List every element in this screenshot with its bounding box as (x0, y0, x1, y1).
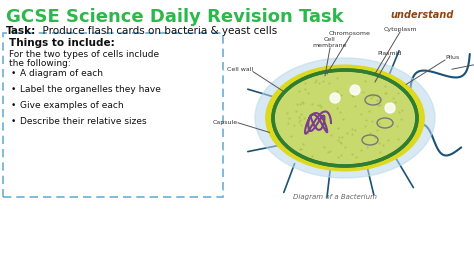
Circle shape (350, 85, 360, 95)
Text: Plasmid: Plasmid (378, 51, 402, 56)
Text: •: • (11, 101, 17, 110)
Text: •: • (11, 117, 17, 126)
FancyBboxPatch shape (3, 33, 223, 197)
Text: understand: understand (390, 10, 453, 20)
Ellipse shape (275, 71, 415, 165)
Text: Chromosome: Chromosome (329, 31, 371, 36)
Text: Diagram of a Bacterium: Diagram of a Bacterium (293, 194, 377, 200)
Circle shape (330, 93, 340, 103)
Text: •: • (11, 85, 17, 94)
Text: Describe their relative sizes: Describe their relative sizes (20, 117, 146, 126)
Text: Cell wall: Cell wall (227, 66, 253, 72)
Text: •: • (11, 69, 17, 78)
Text: For the two types of cells include: For the two types of cells include (9, 50, 159, 59)
Text: Produce flash cards on bacteria & yeast cells: Produce flash cards on bacteria & yeast … (36, 26, 277, 36)
Text: Cytoplasm: Cytoplasm (383, 27, 417, 32)
Text: Capsule: Capsule (213, 120, 238, 125)
Text: Cell
membrane: Cell membrane (313, 37, 347, 48)
Ellipse shape (255, 58, 435, 178)
Text: GCSE Science Daily Revision Task: GCSE Science Daily Revision Task (6, 8, 344, 26)
Text: Label the organelles they have: Label the organelles they have (20, 85, 161, 94)
Text: the following:: the following: (9, 59, 71, 68)
Text: A diagram of each: A diagram of each (20, 69, 103, 78)
Text: Task:: Task: (6, 26, 36, 36)
Text: Give examples of each: Give examples of each (20, 101, 124, 110)
Text: Things to include:: Things to include: (9, 38, 115, 48)
Circle shape (385, 103, 395, 113)
Text: Pilus: Pilus (445, 55, 459, 60)
Ellipse shape (266, 65, 424, 171)
